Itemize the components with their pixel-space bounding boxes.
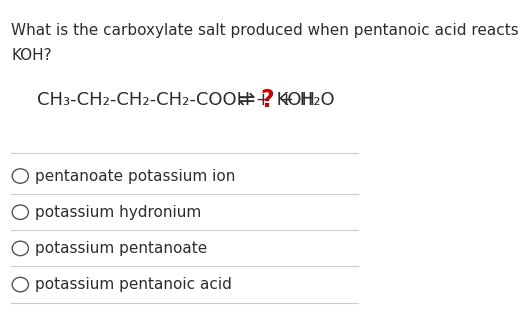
Text: potassium pentanoic acid: potassium pentanoic acid bbox=[35, 277, 232, 292]
Text: ?: ? bbox=[260, 89, 274, 112]
Text: potassium pentanoate: potassium pentanoate bbox=[35, 241, 207, 256]
Text: What is the carboxylate salt produced when pentanoic acid reacts with: What is the carboxylate salt produced wh… bbox=[11, 23, 522, 38]
Text: ⇌: ⇌ bbox=[238, 90, 256, 110]
Text: + H₂O: + H₂O bbox=[279, 91, 335, 109]
Text: CH₃-CH₂-CH₂-CH₂-COOH + KOH: CH₃-CH₂-CH₂-CH₂-COOH + KOH bbox=[37, 91, 315, 109]
Text: potassium hydronium: potassium hydronium bbox=[35, 205, 201, 220]
Text: KOH?: KOH? bbox=[11, 48, 52, 63]
Text: pentanoate potassium ion: pentanoate potassium ion bbox=[35, 168, 235, 184]
